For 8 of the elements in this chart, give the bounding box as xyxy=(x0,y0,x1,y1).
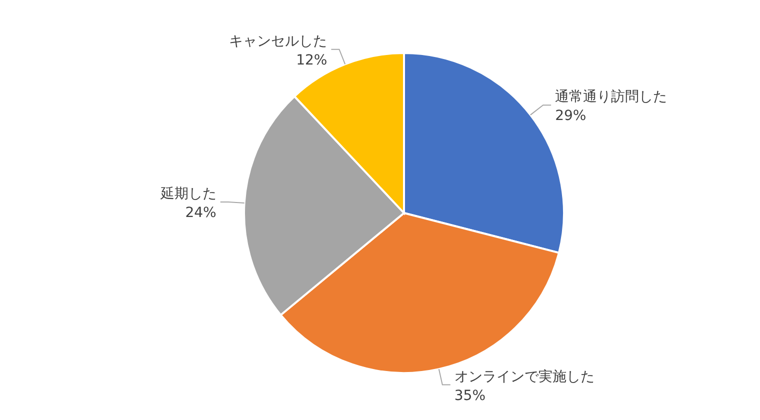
slice-label: キャンセルした xyxy=(229,33,328,50)
slice-label: 延期した xyxy=(159,186,216,202)
slice-label: 通常通り訪問した xyxy=(555,89,668,106)
data-label: 29% xyxy=(555,108,586,124)
slice-label: オンラインで実施した xyxy=(454,368,594,385)
data-label: 24% xyxy=(185,204,216,221)
data-label: 12% xyxy=(296,52,328,68)
data-label: 35% xyxy=(454,388,486,404)
